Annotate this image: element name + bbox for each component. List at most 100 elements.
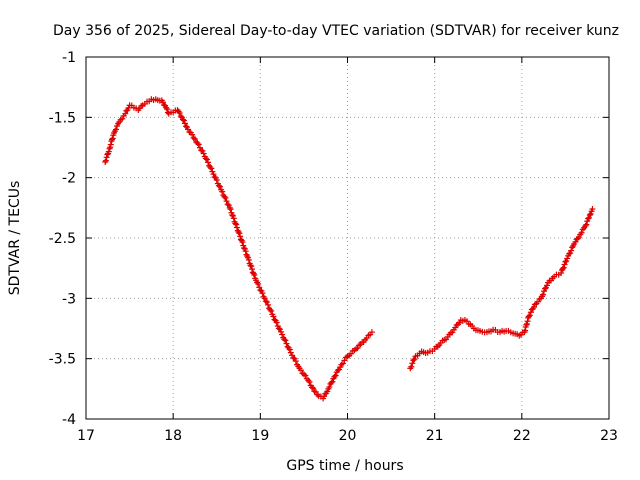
data-point (241, 245, 248, 252)
data-point (559, 265, 566, 272)
data-point (283, 340, 290, 347)
data-point (223, 198, 230, 205)
data-point (525, 313, 532, 320)
data-point (256, 284, 263, 291)
data-point (562, 258, 569, 265)
y-tick-label: -3 (62, 291, 76, 307)
data-point (287, 349, 294, 356)
data-point (368, 329, 375, 336)
data-point (587, 210, 594, 217)
data-point (159, 99, 166, 106)
data-point (112, 126, 119, 133)
data-point (262, 298, 269, 305)
data-point (589, 206, 596, 213)
data-point (102, 158, 109, 165)
data-point (105, 148, 112, 155)
data-point (109, 135, 116, 142)
data-point (298, 367, 305, 374)
data-point (334, 367, 341, 374)
data-point (332, 372, 339, 379)
data-point (261, 295, 268, 302)
data-point (208, 165, 215, 172)
data-point (560, 264, 567, 271)
data-point (257, 287, 264, 294)
data-point (255, 280, 262, 287)
data-point (279, 331, 286, 338)
data-point (106, 145, 113, 152)
data-point (207, 164, 214, 171)
y-tick-label: -2 (62, 171, 76, 187)
data-point (179, 116, 186, 123)
data-point (227, 206, 234, 213)
data-point (566, 250, 573, 257)
data-point (239, 239, 246, 246)
data-point (251, 271, 258, 278)
x-tick-label: 18 (164, 428, 182, 444)
data-point (522, 327, 529, 334)
data-point (125, 104, 132, 111)
data-point (235, 228, 242, 235)
data-point (568, 247, 575, 254)
data-point (310, 385, 317, 392)
data-point (247, 262, 254, 269)
y-tick-label: -1 (62, 50, 76, 66)
data-point (191, 136, 198, 143)
data-point (102, 157, 109, 164)
data-point (339, 360, 346, 367)
data-point (273, 319, 280, 326)
data-point (181, 120, 188, 127)
data-point (456, 319, 463, 326)
data-point (286, 346, 293, 353)
data-point (452, 324, 459, 331)
data-point (248, 263, 255, 270)
data-point (292, 358, 299, 365)
data-point (249, 266, 256, 273)
data-point (232, 220, 239, 227)
data-point (268, 308, 275, 315)
data-point (230, 215, 237, 222)
data-point (524, 318, 531, 325)
data-point (213, 176, 220, 183)
data-point (308, 384, 315, 391)
data-point (202, 155, 209, 162)
data-point (222, 194, 229, 201)
data-point (104, 151, 111, 158)
data-point (270, 313, 277, 320)
data-point (326, 384, 333, 391)
data-point (182, 123, 189, 130)
data-point (290, 354, 297, 361)
data-point (331, 373, 338, 380)
data-point (219, 188, 226, 195)
data-point (259, 290, 266, 297)
grid-lines (86, 57, 609, 419)
data-point (229, 212, 236, 219)
x-tick-label: 23 (600, 428, 618, 444)
data-point (585, 214, 592, 221)
data-point (107, 144, 114, 151)
data-point (275, 325, 282, 332)
data-point (263, 299, 270, 306)
chart-title: Day 356 of 2025, Sidereal Day-to-day VTE… (53, 23, 619, 39)
data-point (200, 150, 207, 157)
data-point (242, 248, 249, 255)
data-point (190, 134, 197, 141)
data-point (527, 309, 534, 316)
data-point (236, 230, 243, 237)
data-point (582, 222, 589, 229)
data-point (264, 301, 271, 308)
data-point (195, 141, 202, 148)
data-points (102, 96, 596, 402)
data-point (541, 285, 548, 292)
data-point (205, 159, 212, 166)
data-point (177, 113, 184, 120)
data-point (411, 356, 418, 363)
data-point (233, 224, 240, 231)
data-point (328, 379, 335, 386)
data-point (409, 360, 416, 367)
data-point (523, 321, 530, 328)
data-point (302, 372, 309, 379)
data-point (558, 269, 565, 276)
data-point (543, 282, 550, 289)
y-tick-label: -1.5 (49, 110, 76, 126)
